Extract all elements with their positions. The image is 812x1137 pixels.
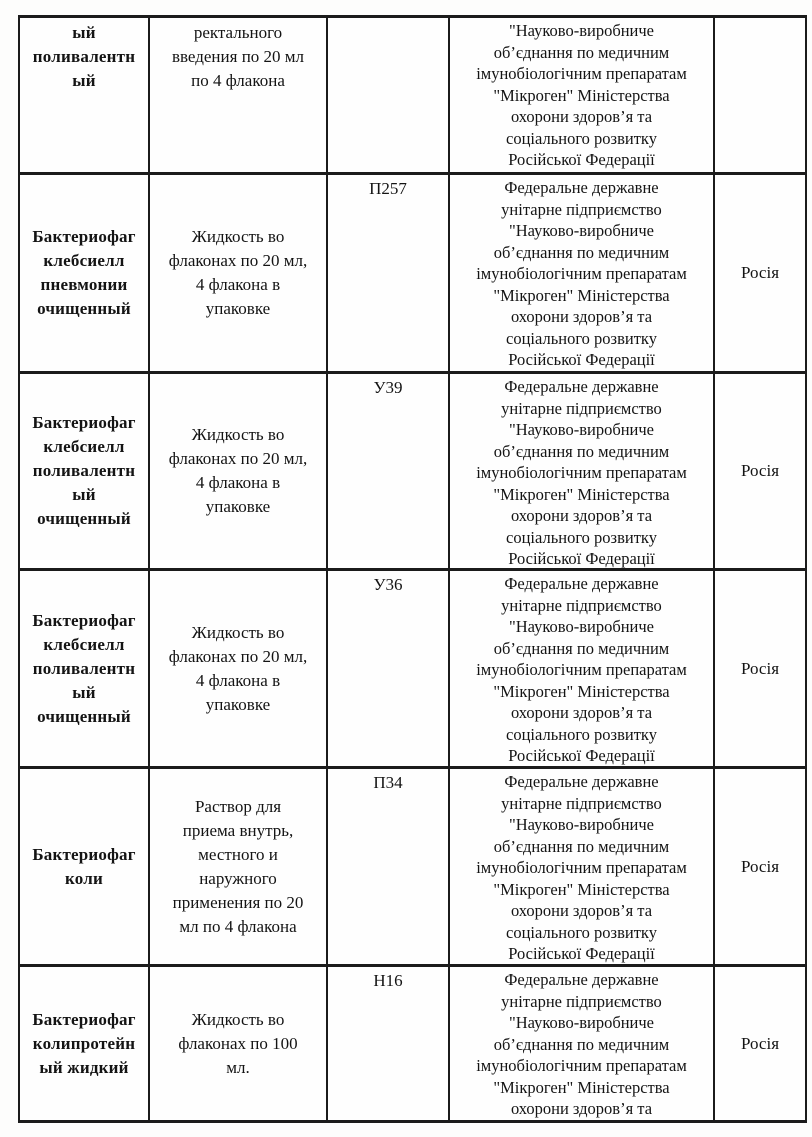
registration-code-cell: П34: [328, 769, 450, 967]
dosage-form-cell: Жидкость во флаконах по 20 мл, 4 флакона…: [150, 571, 328, 769]
drug-name-cell: Бактериофаг клебсиелл пневмонии очищенны…: [20, 175, 150, 374]
manufacturer-cell: Федеральне державне унітарне підприємств…: [450, 967, 715, 1123]
registration-code-cell: У39: [328, 374, 450, 571]
manufacturer-cell: Федеральне державне унітарне підприємств…: [450, 374, 715, 571]
manufacturer-cell: Федеральне державне унітарне підприємств…: [450, 175, 715, 374]
dosage-form-cell: Жидкость во флаконах по 100 мл.: [150, 967, 328, 1123]
drug-name-cell: Бактериофаг клебсиелл поливалентн ый очи…: [20, 571, 150, 769]
drug-name-cell: Бактериофаг коли: [20, 769, 150, 967]
country-cell: Росія: [715, 175, 807, 374]
country-cell: Росія: [715, 571, 807, 769]
drug-name-cell: Бактериофаг клебсиелл поливалентн ый очи…: [20, 374, 150, 571]
dosage-form-cell: ректального введения по 20 мл по 4 флако…: [150, 18, 328, 175]
registration-code-cell: [328, 18, 450, 175]
drug-registry-table: ый поливалентн ый ректального введения п…: [18, 15, 807, 1123]
country-cell: Росія: [715, 769, 807, 967]
registration-code-cell: У36: [328, 571, 450, 769]
drug-name-cell: Бактериофаг колипротейн ый жидкий: [20, 967, 150, 1123]
dosage-form-cell: Раствор для приема внутрь, местного и на…: [150, 769, 328, 967]
manufacturer-cell: Федеральне державне унітарне підприємств…: [450, 571, 715, 769]
dosage-form-cell: Жидкость во флаконах по 20 мл, 4 флакона…: [150, 175, 328, 374]
country-cell: [715, 18, 807, 175]
manufacturer-cell: "Науково-виробниче об’єднання по медични…: [450, 18, 715, 175]
registration-code-cell: П257: [328, 175, 450, 374]
country-cell: Росія: [715, 374, 807, 571]
dosage-form-cell: Жидкость во флаконах по 20 мл, 4 флакона…: [150, 374, 328, 571]
country-cell: Росія: [715, 967, 807, 1123]
registration-code-cell: Н16: [328, 967, 450, 1123]
drug-name-cell: ый поливалентн ый: [20, 18, 150, 175]
manufacturer-cell: Федеральне державне унітарне підприємств…: [450, 769, 715, 967]
